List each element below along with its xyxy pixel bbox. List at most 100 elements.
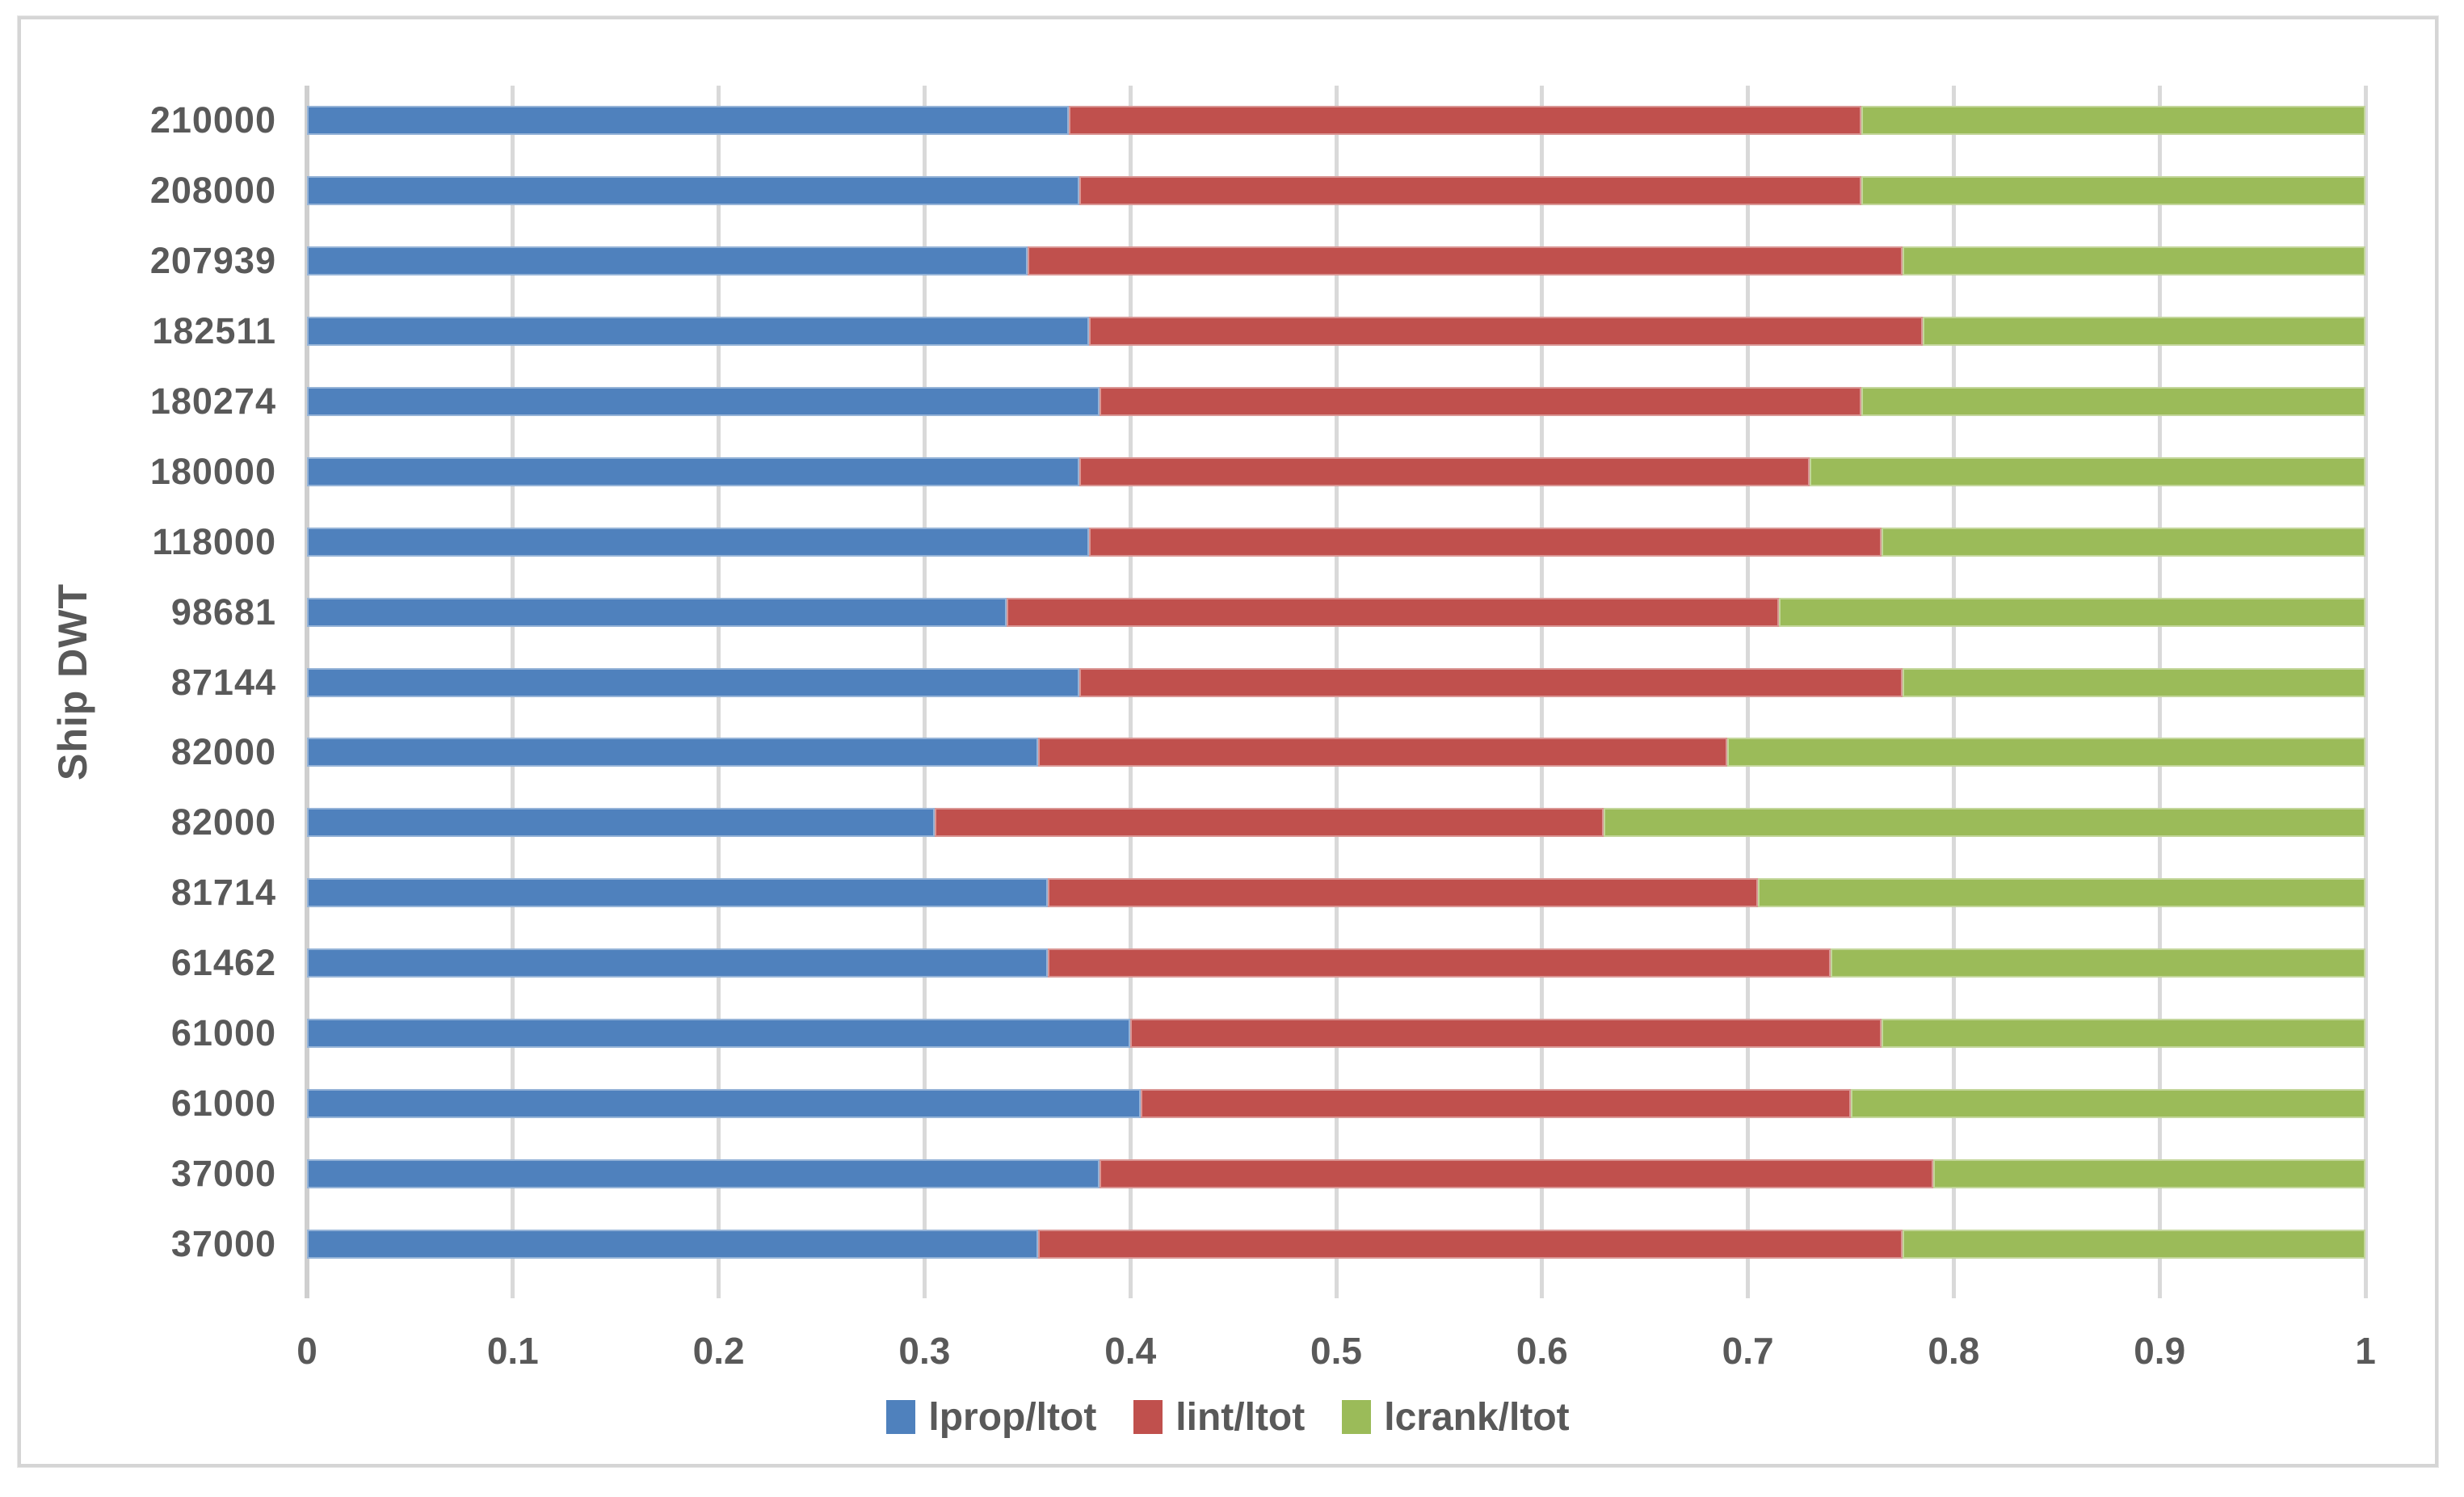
x-axis-tick-label: 0.9: [2134, 1330, 2186, 1372]
y-axis-category-label: 208000: [149, 170, 276, 212]
bar-segment-lprop: [307, 948, 1049, 978]
x-axis-tick: [922, 1279, 927, 1298]
bar-segment-lcrank: [1727, 738, 2365, 767]
y-axis-category-label: 37000: [170, 1152, 276, 1194]
bar-segment-lcrank: [1861, 386, 2365, 416]
bar-segment-lprop: [307, 317, 1090, 347]
bar-segment-lcrank: [1861, 106, 2365, 136]
y-axis-category-label: 182511: [152, 310, 276, 352]
x-axis-tick-label: 0.6: [1516, 1330, 1568, 1372]
bar-segment-lint: [1089, 527, 1882, 557]
bar-segment-lint: [1079, 176, 1861, 206]
legend-swatch-lcrank: [1342, 1400, 1372, 1434]
bar-segment-lprop: [307, 878, 1049, 908]
x-axis-tick-label: 0.5: [1310, 1330, 1362, 1372]
bar-segment-lcrank: [1882, 527, 2365, 557]
y-axis-category-label: 207939: [149, 240, 276, 282]
x-axis-tick-label: 0.7: [1722, 1330, 1774, 1372]
legend-item: lcrank/ltot: [1342, 1395, 1570, 1440]
y-axis-category-label: 82000: [170, 731, 276, 773]
bar-segment-lprop: [307, 597, 1007, 627]
legend-swatch-lprop: [886, 1400, 916, 1434]
bar-segment-lint: [1037, 738, 1728, 767]
bar-segment-lint: [1027, 246, 1903, 276]
x-axis-tick: [1951, 1279, 1956, 1298]
y-axis-category-label: 82000: [170, 801, 276, 843]
x-axis-tick-label: 0.8: [1928, 1330, 1980, 1372]
x-axis-tick: [1334, 1279, 1339, 1298]
y-axis-category-label: 118000: [152, 520, 276, 562]
bar-segment-lint: [1048, 878, 1759, 908]
chart-frame: Ship DWT 210000 208000 207939 182511 180274 1…: [18, 16, 2438, 1467]
bar-segment-lint: [1089, 317, 1924, 347]
bar-segment-lint: [935, 808, 1604, 838]
bar-segment-lcrank: [1810, 456, 2365, 486]
bar-segment-lprop: [307, 386, 1100, 416]
x-axis-tick-label: 0.4: [1104, 1330, 1157, 1372]
legend-label: lprop/ltot: [928, 1395, 1097, 1439]
gridline: [2363, 86, 2368, 1279]
x-axis-tick: [1128, 1279, 1133, 1298]
bar-segment-lint: [1099, 1158, 1933, 1188]
x-axis-tick-label: 1: [2355, 1330, 2376, 1372]
legend-label: lcrank/ltot: [1384, 1395, 1570, 1439]
y-axis-category-label: 98681: [170, 591, 276, 633]
bar-segment-lcrank: [1830, 948, 2365, 978]
bar-segment-lprop: [307, 176, 1079, 206]
y-axis-category-label: 180274: [149, 380, 276, 422]
y-axis-category-label: 210000: [149, 99, 276, 141]
x-axis-tick: [2157, 1279, 2162, 1298]
bar-segment-lcrank: [1778, 597, 2365, 627]
bar-segment-lcrank: [1902, 667, 2365, 697]
y-axis-category-label: 87144: [170, 661, 276, 703]
x-axis-tick: [717, 1279, 721, 1298]
bar-segment-lcrank: [1932, 1158, 2365, 1188]
bar-segment-lcrank: [1758, 878, 2365, 908]
bar-segment-lcrank: [1882, 1018, 2365, 1048]
x-axis-tick-label: 0.3: [898, 1330, 951, 1372]
bar-segment-lint: [1048, 948, 1831, 978]
y-axis-category-label: 61462: [170, 942, 276, 984]
bar-segment-lprop: [307, 246, 1028, 276]
y-axis-category-label: 81714: [170, 872, 276, 914]
bar-segment-lcrank: [1861, 176, 2365, 206]
bar-segment-lprop: [307, 1088, 1141, 1118]
x-axis-tick: [1746, 1279, 1751, 1298]
x-axis-tick: [2363, 1279, 2368, 1298]
legend-item: lint/ltot: [1133, 1395, 1305, 1440]
bar-segment-lprop: [307, 1018, 1131, 1048]
bar-segment-lprop: [307, 808, 936, 838]
x-axis-tick: [1540, 1279, 1545, 1298]
y-axis-category-label: 61000: [170, 1082, 276, 1124]
bar-segment-lprop: [307, 456, 1079, 486]
bar-segment-lprop: [307, 1158, 1100, 1188]
legend-swatch-lint: [1133, 1400, 1163, 1434]
x-axis-tick-label: 0: [296, 1330, 317, 1372]
bar-segment-lprop: [307, 667, 1079, 697]
legend: lprop/ltot lint/ltot lcrank/ltot: [21, 1393, 2435, 1441]
bar-segment-lint: [1079, 456, 1810, 486]
bar-segment-lint: [1068, 106, 1861, 136]
bar-segment-lint: [1130, 1018, 1882, 1048]
bar-segment-lprop: [307, 106, 1069, 136]
bar-segment-lprop: [307, 1229, 1038, 1259]
bar-segment-lint: [1007, 597, 1779, 627]
x-axis-tick-label: 0.1: [486, 1330, 539, 1372]
bar-segment-lprop: [307, 527, 1090, 557]
bar-segment-lint: [1037, 1229, 1903, 1259]
y-axis-category-label: 61000: [170, 1011, 276, 1053]
bar-segment-lint: [1099, 386, 1861, 416]
bar-segment-lint: [1140, 1088, 1851, 1118]
x-axis-tick: [511, 1279, 515, 1298]
y-axis-category-label: 180000: [149, 450, 276, 492]
legend-item: lprop/ltot: [886, 1395, 1096, 1440]
x-axis-tick-label: 0.2: [692, 1330, 745, 1372]
bar-segment-lcrank: [1923, 317, 2365, 347]
bar-segment-lint: [1079, 667, 1903, 697]
y-axis-category-label: 37000: [170, 1222, 276, 1264]
bar-segment-lcrank: [1604, 808, 2365, 838]
bar-segment-lcrank: [1902, 1229, 2365, 1259]
bar-segment-lcrank: [1902, 246, 2365, 276]
legend-label: lint/ltot: [1175, 1395, 1306, 1439]
bar-segment-lcrank: [1851, 1088, 2365, 1118]
